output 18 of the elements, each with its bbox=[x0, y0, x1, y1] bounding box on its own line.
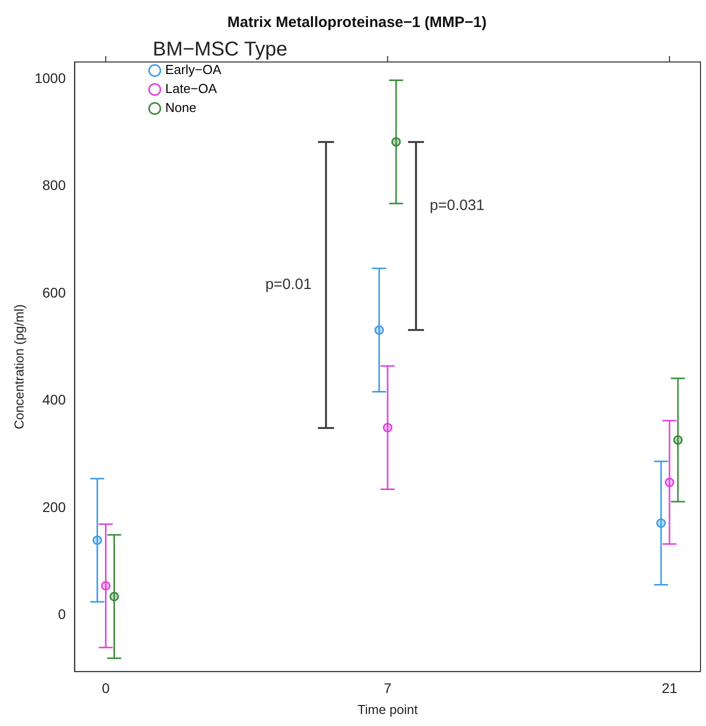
y-axis-title: Concentration (pg/ml) bbox=[11, 304, 26, 430]
y-tick-label: 600 bbox=[42, 284, 66, 300]
legend-label: None bbox=[165, 100, 196, 116]
legend-label: Late−OA bbox=[165, 81, 218, 96]
legend-title: BM−MSC Type bbox=[152, 38, 288, 61]
y-tick-label: 1000 bbox=[34, 70, 66, 86]
y-tick-label: 800 bbox=[42, 177, 66, 194]
annotation: p=0.031 bbox=[430, 197, 484, 214]
x-tick-label: 0 bbox=[102, 680, 110, 696]
x-tick-label: 7 bbox=[384, 680, 392, 696]
x-tick-label: 21 bbox=[662, 680, 678, 696]
chart-title: Matrix Metalloproteinase−1 (MMP−1) bbox=[227, 14, 487, 32]
annotation: p=0.01 bbox=[265, 276, 312, 293]
y-tick-label: 200 bbox=[42, 498, 66, 515]
legend-label: Early−OA bbox=[165, 62, 222, 78]
x-axis-title: Time point bbox=[358, 702, 418, 717]
y-tick-label: 0 bbox=[58, 606, 66, 622]
y-tick-label: 400 bbox=[42, 392, 66, 408]
